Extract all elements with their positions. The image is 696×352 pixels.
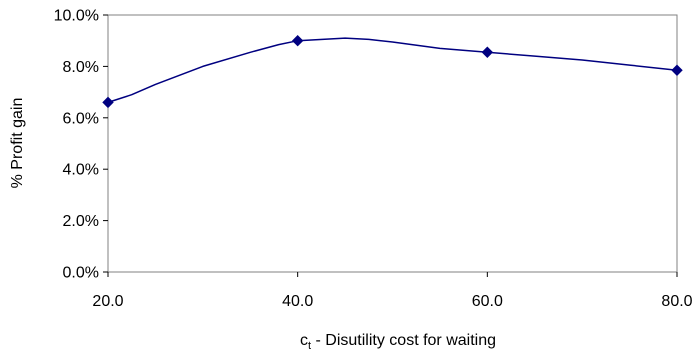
x-axis-label-rest: - Disutility cost for waiting bbox=[311, 332, 496, 349]
y-axis-label: % Profit gain bbox=[9, 98, 26, 189]
x-axis-ticks: 20.0 40.0 60.0 80.0 bbox=[92, 272, 693, 310]
x-axis-label-subscript: t bbox=[308, 340, 311, 352]
plot-area bbox=[107, 14, 678, 273]
data-point-marker bbox=[102, 96, 114, 109]
y-tick-label: 6.0% bbox=[63, 110, 99, 127]
x-tick-label: 60.0 bbox=[472, 293, 503, 310]
series-profit-gain bbox=[102, 34, 683, 109]
y-tick-label: 2.0% bbox=[63, 213, 99, 230]
y-tick-label: 10.0% bbox=[54, 8, 99, 25]
series-line bbox=[107, 37, 678, 104]
y-tick-label: 0.0% bbox=[63, 265, 99, 282]
data-point-marker bbox=[481, 46, 494, 58]
x-tick-label: 40.0 bbox=[282, 293, 313, 310]
x-axis-label: ct - Disutility cost for waiting bbox=[300, 332, 496, 352]
x-tick-label: 80.0 bbox=[661, 293, 692, 310]
y-axis-ticks: 0.0% 2.0% 4.0% 6.0% 8.0% 10.0% bbox=[54, 8, 108, 282]
data-point-marker bbox=[291, 34, 304, 47]
data-point-marker bbox=[671, 64, 683, 76]
plot-frame bbox=[107, 14, 678, 273]
y-tick-label: 4.0% bbox=[63, 162, 99, 179]
x-axis-label-main: c bbox=[300, 332, 308, 349]
y-tick-label: 8.0% bbox=[63, 59, 99, 76]
x-tick-label: 20.0 bbox=[92, 293, 123, 310]
